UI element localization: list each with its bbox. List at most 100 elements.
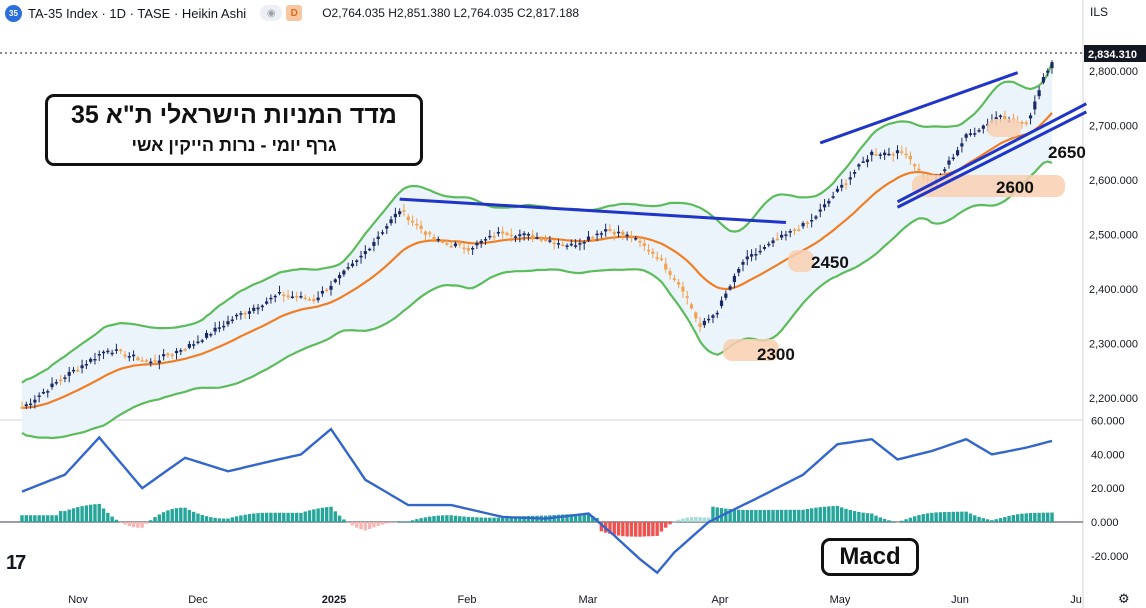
- candle-body: [307, 299, 312, 301]
- candle-body: [162, 354, 166, 357]
- macd-bar: [500, 517, 505, 522]
- candle-body: [634, 238, 638, 240]
- candle-body: [415, 223, 419, 226]
- candle-body: [368, 248, 372, 251]
- macd-bar: [294, 512, 299, 522]
- candle-body: [76, 369, 80, 372]
- candle-body: [445, 243, 449, 245]
- macd-bar: [243, 514, 247, 522]
- symbol-badge[interactable]: 35: [5, 4, 22, 22]
- candle-body: [582, 241, 586, 244]
- macd-line: [21, 427, 1053, 575]
- gear-icon[interactable]: ⚙: [1118, 592, 1130, 607]
- macd-bar: [307, 510, 312, 522]
- tradingview-logo[interactable]: 17: [6, 552, 26, 574]
- candle-body: [539, 238, 543, 241]
- candle-body: [222, 325, 226, 328]
- candle-body: [114, 349, 119, 351]
- candle-body: [101, 351, 106, 354]
- macd-bar: [204, 516, 209, 522]
- candle-body: [1003, 115, 1007, 119]
- candle-body: [428, 232, 432, 235]
- candle-body: [149, 361, 153, 364]
- candle-body: [758, 250, 762, 253]
- candle-body: [166, 353, 170, 356]
- x-tick-label: May: [830, 594, 851, 606]
- macd-bar: [767, 509, 771, 522]
- candle-body: [466, 248, 470, 251]
- candle-body: [664, 263, 668, 270]
- macd-bar: [809, 508, 814, 522]
- candle-body: [865, 159, 870, 163]
- macd-bar: [852, 511, 857, 522]
- candle-body: [591, 237, 595, 239]
- candle-body: [325, 289, 329, 292]
- macd-bar: [46, 515, 50, 522]
- candle-body: [947, 160, 951, 165]
- candle-body: [810, 220, 814, 222]
- candle-body: [835, 188, 840, 192]
- candle-body: [599, 233, 603, 235]
- candle-body: [612, 231, 616, 235]
- macd-bar: [37, 515, 41, 522]
- macd-bar: [779, 509, 784, 522]
- macd-bar: [908, 517, 913, 522]
- current-price-label: 2,834.310: [1088, 49, 1137, 61]
- candle-body: [196, 341, 200, 344]
- macd-bar: [951, 511, 955, 522]
- macd-bar: [891, 521, 895, 523]
- candle-body: [698, 323, 702, 327]
- macd-bar: [290, 512, 295, 522]
- candle-body: [37, 395, 41, 397]
- macd-bar: [797, 509, 801, 522]
- price-tick-label: 2,200.000: [1089, 393, 1138, 405]
- candle-body: [681, 286, 685, 292]
- macd-bar: [144, 522, 149, 524]
- macd-bar: [24, 515, 28, 522]
- macd-bar: [119, 522, 123, 523]
- currency-label[interactable]: ILS: [1090, 5, 1109, 19]
- candle-body: [792, 229, 797, 231]
- macd-bar: [170, 509, 174, 522]
- candle-body: [355, 260, 359, 263]
- macd-bar: [741, 509, 745, 522]
- candle-body: [556, 243, 561, 245]
- candle-body: [848, 177, 852, 180]
- macd-label: Macd: [821, 538, 919, 576]
- candle-body: [385, 226, 389, 229]
- x-tick-label: Mar: [579, 594, 598, 606]
- annotation-highlight: [987, 119, 1021, 137]
- candle-body: [998, 115, 1003, 118]
- candle-body: [458, 243, 462, 245]
- macd-bar: [127, 522, 131, 527]
- band-fill: [22, 62, 1052, 439]
- macd-bar: [140, 522, 144, 528]
- candle-body: [269, 297, 273, 300]
- chart-title[interactable]: TA-35 Index · 1D · TASE · Heikin Ashi: [28, 5, 247, 21]
- candle-body: [312, 298, 316, 302]
- macd-bar: [758, 510, 762, 522]
- eye-icon[interactable]: ◉: [260, 5, 283, 21]
- macd-bar: [569, 514, 574, 522]
- candle-body: [840, 184, 844, 188]
- macd-bar: [805, 509, 810, 522]
- data-badge[interactable]: D: [286, 5, 303, 21]
- candle-body: [273, 295, 277, 298]
- candle-body: [522, 233, 526, 236]
- macd-bar: [998, 518, 1003, 522]
- macd-bar: [968, 513, 973, 522]
- candle-body: [745, 256, 749, 260]
- macd-bar: [599, 522, 604, 532]
- macd-bar: [320, 507, 325, 522]
- macd-bar: [955, 511, 960, 522]
- macd-bar: [329, 506, 333, 522]
- macd-bar: [934, 512, 938, 522]
- macd-bar: [685, 517, 689, 522]
- macd-bar: [895, 522, 900, 523]
- candle-body: [531, 235, 535, 239]
- macd-bar: [213, 517, 217, 522]
- candle-body: [513, 236, 518, 238]
- x-tick-label: Nov: [68, 594, 88, 606]
- macd-bar: [608, 522, 612, 534]
